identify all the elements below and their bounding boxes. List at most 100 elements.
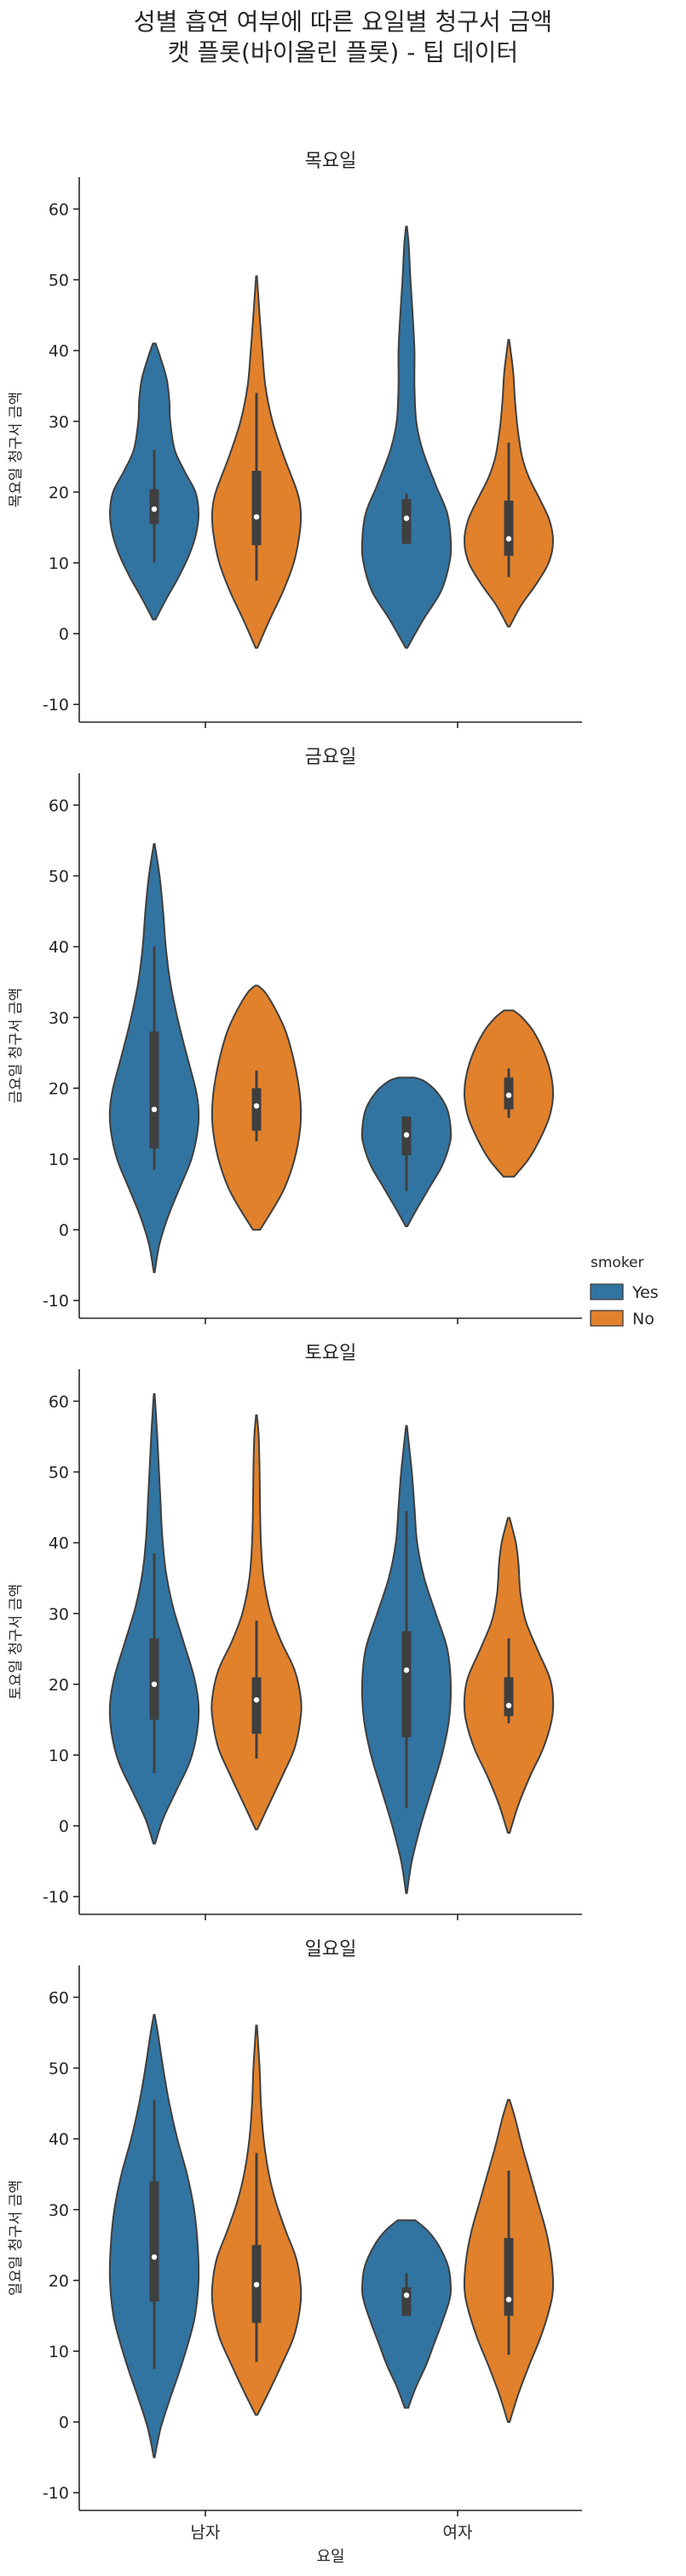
legend-label-yes: Yes bbox=[631, 1283, 659, 1302]
y-tick-label: 30 bbox=[49, 1605, 69, 1624]
y-tick-label: 40 bbox=[49, 2131, 69, 2149]
y-tick-label: 30 bbox=[49, 413, 69, 432]
y-tick-label: 60 bbox=[49, 1988, 69, 2007]
violin-box bbox=[149, 1638, 159, 1720]
violin-body bbox=[360, 226, 453, 649]
violin-no-1 bbox=[210, 2024, 303, 2416]
violin-box bbox=[504, 1677, 514, 1717]
violin-box bbox=[149, 2181, 159, 2302]
y-tick-label: -10 bbox=[43, 1292, 69, 1311]
violin-median bbox=[151, 1106, 158, 1113]
y-tick-label: 40 bbox=[49, 1535, 69, 1553]
chart-title-line-1: 성별 흡연 여부에 따른 요일별 청구서 금액 bbox=[133, 8, 553, 36]
x-tick-label: 남자 bbox=[191, 2523, 221, 2542]
y-tick-label: 20 bbox=[49, 1676, 69, 1695]
panel-title: 토요일 bbox=[305, 1343, 357, 1364]
violin-yes-2 bbox=[360, 226, 453, 649]
panel-title: 목요일 bbox=[305, 151, 357, 172]
panel-title: 금요일 bbox=[305, 747, 357, 768]
legend-swatch-no bbox=[590, 1310, 624, 1327]
violin-box bbox=[251, 1677, 262, 1735]
y-tick-label: 50 bbox=[49, 272, 69, 290]
violin-box bbox=[401, 1631, 412, 1738]
y-tick-label: -10 bbox=[43, 696, 69, 714]
legend-swatch-yes bbox=[590, 1283, 624, 1300]
violin-median bbox=[253, 1103, 260, 1109]
violin-yes-1 bbox=[108, 1393, 200, 1845]
y-tick-label: 60 bbox=[49, 796, 69, 815]
y-tick-label: 20 bbox=[49, 1080, 69, 1099]
y-tick-label: 0 bbox=[59, 625, 69, 644]
y-tick-label: 30 bbox=[49, 2201, 69, 2220]
y-tick-label: 10 bbox=[49, 1150, 69, 1169]
violin-box bbox=[149, 1031, 159, 1149]
violin-box bbox=[401, 2287, 412, 2316]
y-tick-label: 10 bbox=[49, 2343, 69, 2361]
violin-median bbox=[505, 1702, 512, 1709]
legend-label-no: No bbox=[632, 1310, 654, 1328]
y-tick-label: -10 bbox=[43, 2484, 69, 2503]
y-tick-label: 0 bbox=[59, 2413, 69, 2432]
violin-median bbox=[253, 513, 260, 520]
violin-no-1 bbox=[210, 984, 303, 1231]
x-axis-label: 요일 bbox=[316, 2548, 344, 2566]
y-axis-label: 토요일 청구서 금액 bbox=[8, 1584, 25, 1700]
violin-box bbox=[401, 499, 412, 544]
violin-median bbox=[505, 1092, 512, 1099]
y-tick-label: 60 bbox=[49, 1392, 69, 1411]
y-tick-label: 50 bbox=[49, 1464, 69, 1483]
violin-median bbox=[151, 1681, 158, 1688]
violin-yes-1 bbox=[108, 2014, 200, 2458]
y-axis-label: 일요일 청구서 금액 bbox=[8, 2180, 25, 2296]
chart-title-line-2: 캣 플롯(바이올린 플롯) - 팁 데이터 bbox=[167, 38, 519, 66]
y-axis-label: 금요일 청구서 금액 bbox=[8, 988, 25, 1104]
legend: smoker Yes No bbox=[590, 1254, 659, 1328]
violin-median bbox=[151, 2254, 158, 2260]
y-tick-label: 10 bbox=[49, 554, 69, 573]
y-tick-label: 60 bbox=[49, 200, 69, 219]
y-tick-label: 40 bbox=[49, 938, 69, 957]
violin-no-2 bbox=[463, 1009, 555, 1178]
y-tick-label: 20 bbox=[49, 2272, 69, 2291]
violin-median bbox=[253, 2281, 260, 2288]
y-tick-label: 40 bbox=[49, 342, 69, 361]
panel-title: 일요일 bbox=[305, 1939, 357, 1960]
violin-median bbox=[253, 1696, 260, 1703]
violin-median bbox=[151, 506, 158, 513]
violin-box bbox=[251, 470, 262, 546]
violin-median bbox=[403, 515, 410, 521]
violin-box bbox=[504, 2238, 514, 2316]
violin-yes-2 bbox=[360, 1425, 453, 1895]
violin-box bbox=[251, 1087, 262, 1131]
y-tick-label: 50 bbox=[49, 2060, 69, 2079]
y-tick-label: 0 bbox=[59, 1817, 69, 1836]
legend-title: smoker bbox=[591, 1254, 644, 1271]
violin-yes-2 bbox=[360, 2219, 453, 2409]
y-tick-label: 20 bbox=[49, 484, 69, 502]
violin-yes-1 bbox=[108, 843, 200, 1273]
violin-no-2 bbox=[463, 2098, 555, 2424]
violin-median bbox=[403, 1667, 410, 1673]
violin-median bbox=[505, 2297, 512, 2303]
violin-median bbox=[505, 536, 512, 542]
y-tick-label: 0 bbox=[59, 1221, 69, 1240]
violin-box bbox=[504, 500, 514, 556]
x-tick-label: 여자 bbox=[443, 2523, 473, 2542]
y-axis-label: 목요일 청구서 금액 bbox=[8, 392, 25, 508]
violin-yes-2 bbox=[360, 1076, 453, 1227]
violin-yes-1 bbox=[108, 342, 200, 621]
chart-title: 성별 흡연 여부에 따른 요일별 청구서 금액 캣 플롯(바이올린 플롯) - … bbox=[0, 7, 686, 68]
y-tick-label: 30 bbox=[49, 1009, 69, 1028]
violin-no-2 bbox=[463, 339, 555, 628]
y-tick-label: 10 bbox=[49, 1747, 69, 1765]
violin-no-2 bbox=[463, 1517, 555, 1834]
y-tick-label: -10 bbox=[43, 1888, 69, 1907]
violin-no-1 bbox=[210, 275, 303, 649]
violin-median bbox=[403, 2292, 410, 2298]
y-tick-label: 50 bbox=[49, 868, 69, 886]
